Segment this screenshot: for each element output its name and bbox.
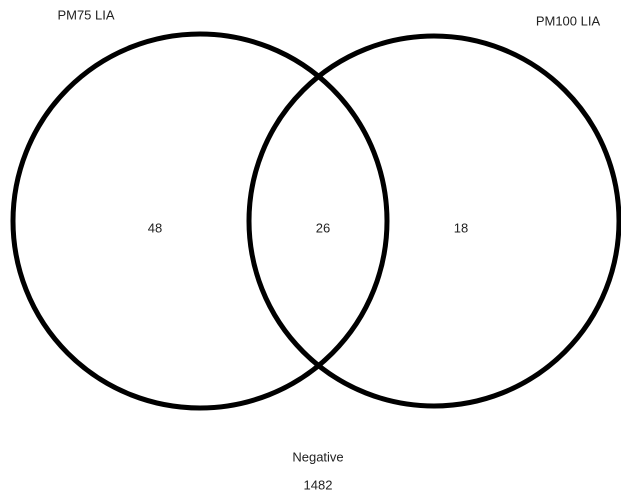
outside-count: 1482 <box>304 477 333 492</box>
region-count: 26 <box>316 220 330 235</box>
set-circle <box>10 31 390 411</box>
region-count: 48 <box>148 220 162 235</box>
set-circle <box>246 33 621 409</box>
set-label: PM75 LIA <box>57 7 114 22</box>
set-label: PM100 LIA <box>536 13 601 28</box>
region-count: 18 <box>454 220 468 235</box>
outside-label: Negative <box>292 449 343 464</box>
